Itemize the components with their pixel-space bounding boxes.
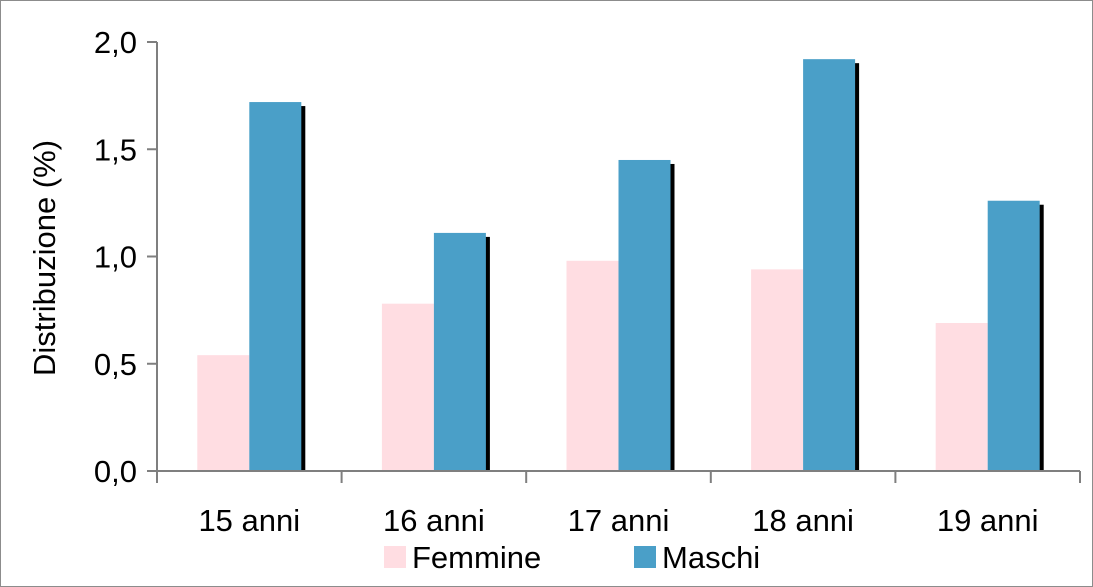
bar-maschi [803, 59, 856, 471]
bar-maschi [249, 102, 302, 471]
y-tick-label: 0,0 [94, 454, 137, 489]
x-tick-label: 17 anni [568, 503, 670, 538]
x-tick-label: 15 anni [198, 503, 300, 538]
bar-femmine [751, 269, 804, 471]
plot-area: 0,0 0,5 1,0 1,5 2,0 15 anni 16 anni 17 anni 18 a… [94, 25, 1081, 538]
x-tick-label: 16 anni [383, 503, 485, 538]
legend-label: Femmine [412, 540, 541, 575]
bar-maschi [987, 200, 1040, 472]
bar-maschi [618, 159, 671, 471]
legend-label: Maschi [662, 540, 760, 575]
y-tick-label: 1,5 [94, 132, 137, 167]
legend-swatch [634, 546, 656, 568]
bar-femmine [566, 260, 619, 471]
x-tick-label: 18 anni [752, 503, 854, 538]
bar-femmine [197, 355, 250, 471]
x-tick-label: 19 anni [937, 503, 1039, 538]
y-tick-label: 1,0 [94, 240, 137, 275]
bar-maschi [433, 232, 486, 471]
y-tick-label: 2,0 [94, 25, 137, 60]
bar-femmine [935, 322, 988, 471]
bar-femmine [381, 303, 434, 471]
legend-swatch [384, 546, 406, 568]
legend: Femmine Maschi [384, 540, 760, 575]
y-axis-label: Distribuzione (%) [27, 140, 62, 376]
y-tick-label: 0,5 [94, 347, 137, 382]
